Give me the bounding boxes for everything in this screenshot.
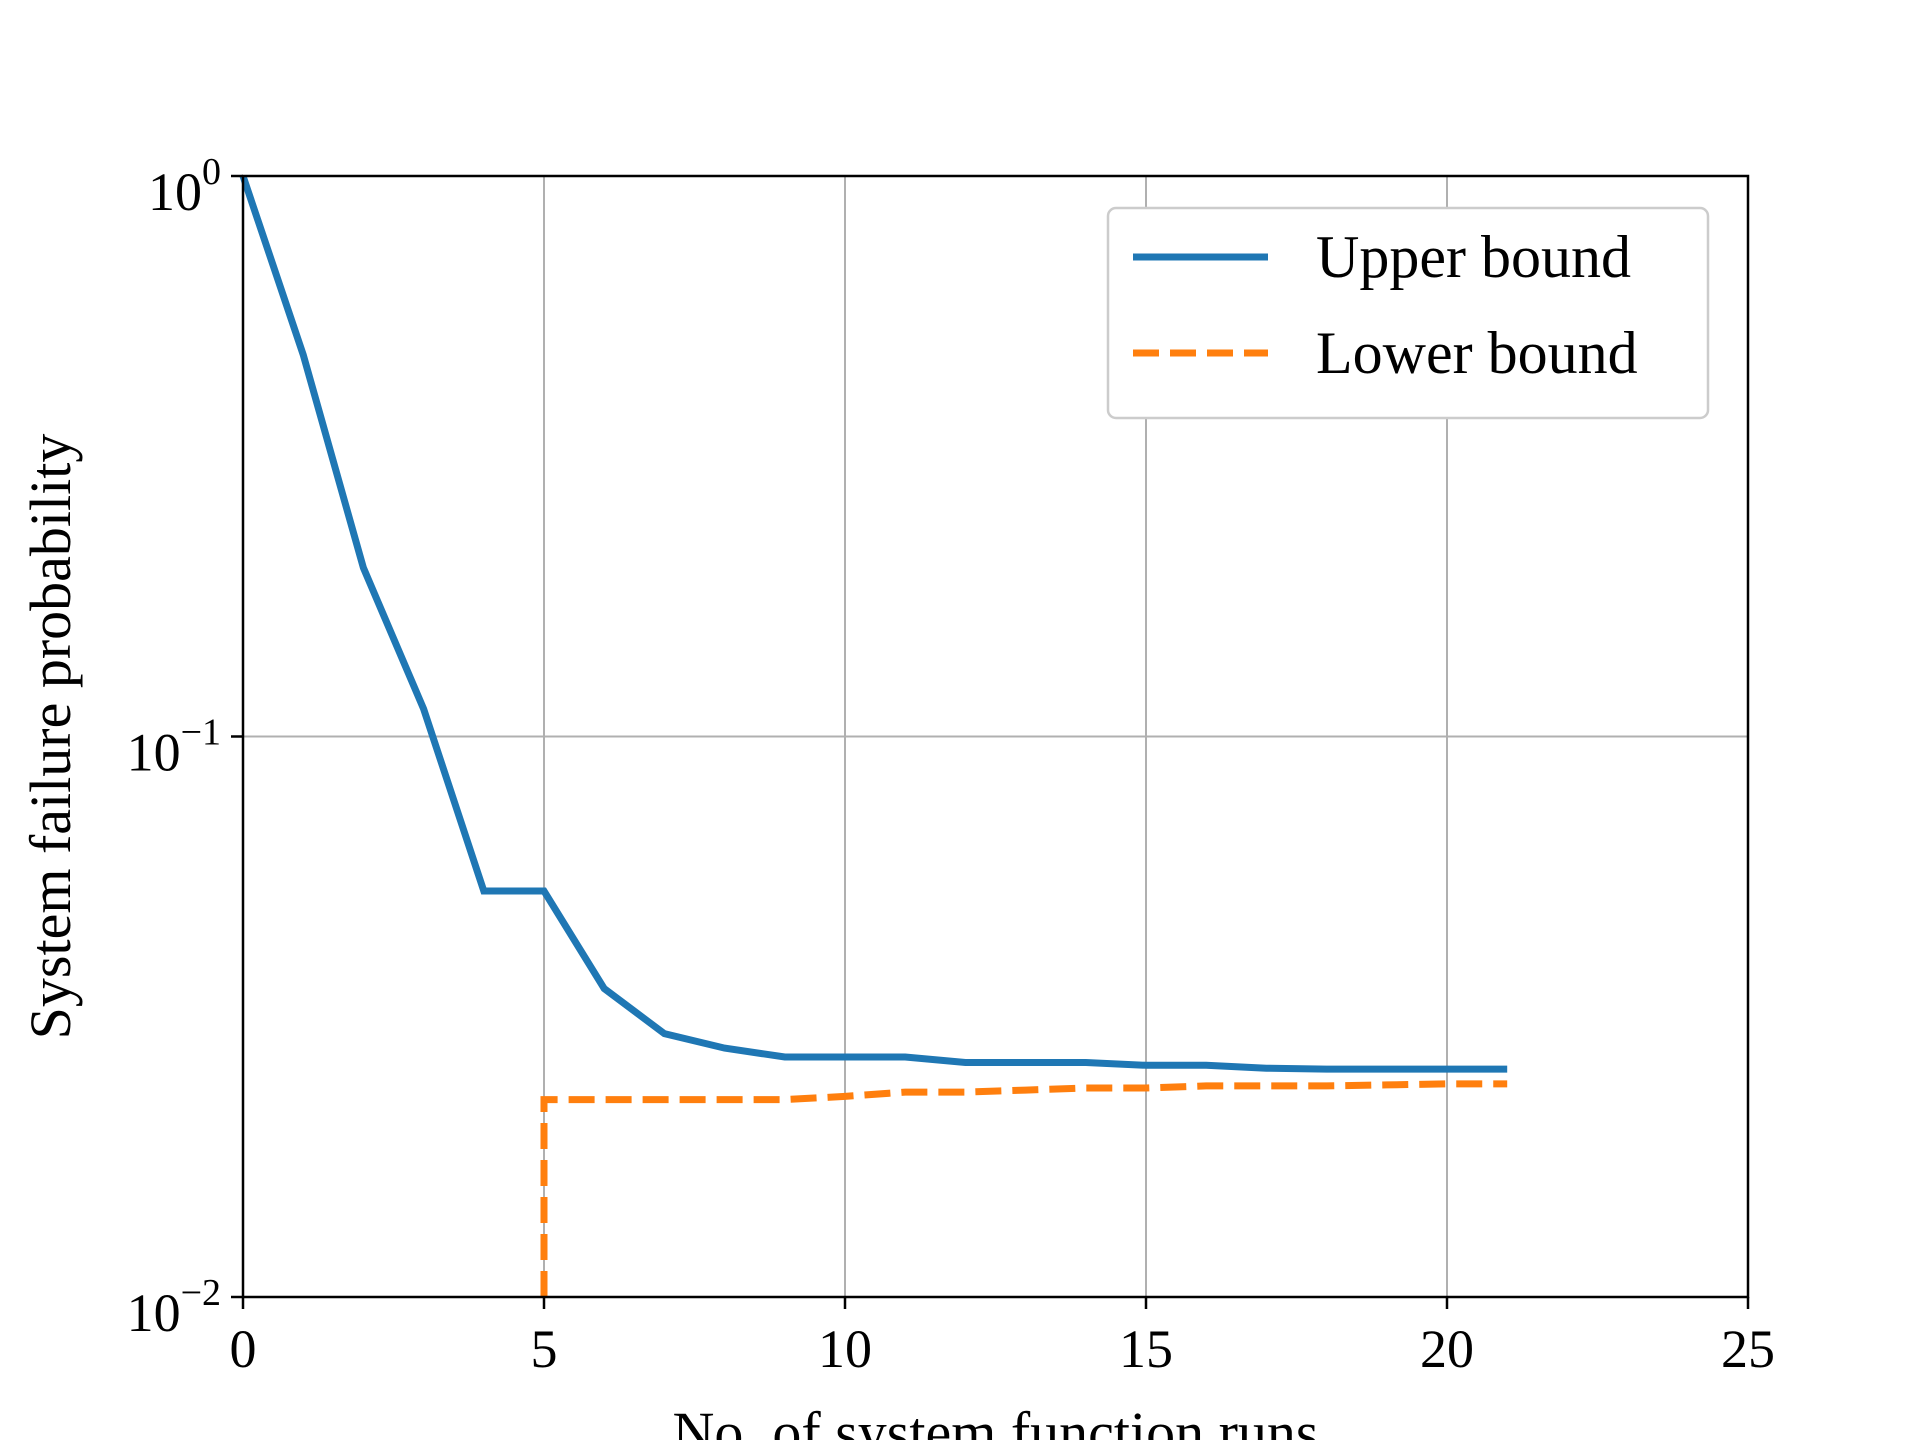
y-tick-label: 10−2 xyxy=(127,1272,221,1343)
plot-series xyxy=(239,174,1508,1297)
y-tick-base: 10 xyxy=(148,162,202,222)
y-axis-label: System failure probability xyxy=(18,434,83,1040)
y-tick-base: 10 xyxy=(127,1283,181,1343)
y-tick-exponent: 0 xyxy=(202,151,221,193)
x-tick-label: 20 xyxy=(1420,1319,1474,1379)
x-tick-label: 0 xyxy=(230,1319,257,1379)
x-tick-label: 10 xyxy=(818,1319,872,1379)
x-axis-label: No. of system function runs xyxy=(673,1400,1319,1440)
x-tick-label: 25 xyxy=(1721,1319,1775,1379)
x-tick-label: 15 xyxy=(1119,1319,1173,1379)
x-tick-label: 5 xyxy=(531,1319,558,1379)
y-tick-label: 10−1 xyxy=(127,712,221,783)
series-line-lower-bound xyxy=(540,1080,1508,1297)
legend-label-0: Upper bound xyxy=(1316,224,1631,290)
series-line-upper-bound xyxy=(239,174,1508,1073)
y-tick-exponent: −2 xyxy=(181,1272,221,1314)
y-tick-label: 100 xyxy=(148,151,221,222)
legend-label-1: Lower bound xyxy=(1316,320,1638,386)
y-tick-base: 10 xyxy=(127,723,181,783)
legend: Upper bound Lower bound xyxy=(1106,206,1710,420)
y-tick-exponent: −1 xyxy=(181,712,221,754)
